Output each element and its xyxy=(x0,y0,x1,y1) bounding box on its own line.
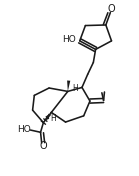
Text: O: O xyxy=(107,4,115,14)
Polygon shape xyxy=(67,80,70,91)
Text: H: H xyxy=(51,115,56,124)
Polygon shape xyxy=(43,115,50,123)
Polygon shape xyxy=(46,112,51,120)
Text: H: H xyxy=(72,84,78,93)
Text: HO: HO xyxy=(62,35,76,44)
Text: O: O xyxy=(39,141,47,151)
Text: HO: HO xyxy=(17,125,31,134)
